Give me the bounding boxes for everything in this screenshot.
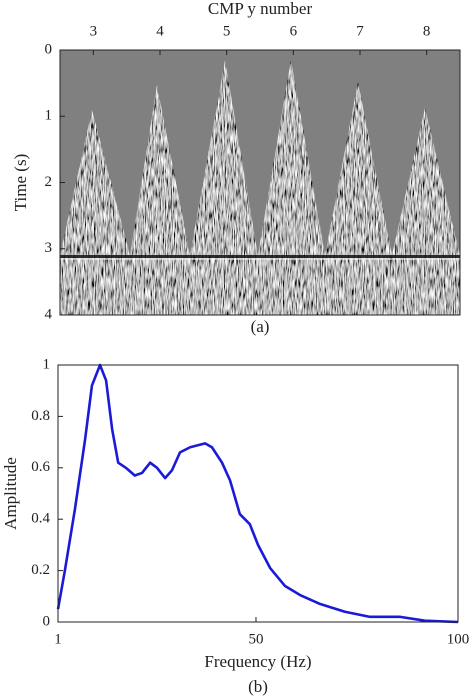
y-axis-label: Amplitude xyxy=(1,457,20,530)
x-axis-label: Frequency (Hz) xyxy=(204,652,311,671)
y-tick-label: 2 xyxy=(45,174,53,190)
x-tick-label: 7 xyxy=(356,23,364,39)
panel-caption: (a) xyxy=(251,317,270,336)
y-tick-label: 4 xyxy=(45,306,53,322)
x-tick-label: 8 xyxy=(423,23,431,39)
x-tick-label: 4 xyxy=(156,23,164,39)
y-tick-label: 0.6 xyxy=(31,459,50,475)
plot-frame xyxy=(57,364,459,623)
y-tick-label: 0 xyxy=(43,613,51,629)
spectrum-line xyxy=(56,363,459,624)
x-tick-label: 50 xyxy=(248,631,263,647)
x-tick-label: 100 xyxy=(447,631,470,647)
y-tick-label: 0.8 xyxy=(31,408,50,424)
x-tick-label: 3 xyxy=(90,23,98,39)
y-axis-label: Time (s) xyxy=(11,154,30,211)
reflection-event-side xyxy=(60,258,460,260)
x-axis-label: CMP y number xyxy=(208,0,313,18)
y-tick-label: 0.4 xyxy=(31,511,50,527)
reflection-event xyxy=(60,255,460,258)
seismic-section xyxy=(60,50,460,315)
x-tick-label: 1 xyxy=(54,631,62,647)
y-tick-label: 1 xyxy=(43,356,51,372)
x-tick-label: 5 xyxy=(223,23,231,39)
y-tick-label: 1 xyxy=(45,108,53,124)
y-tick-label: 0 xyxy=(45,41,53,57)
panel-caption: (b) xyxy=(248,677,268,696)
y-tick-label: 3 xyxy=(45,240,53,256)
x-tick-label: 6 xyxy=(290,23,298,39)
y-tick-label: 0.2 xyxy=(31,562,50,578)
